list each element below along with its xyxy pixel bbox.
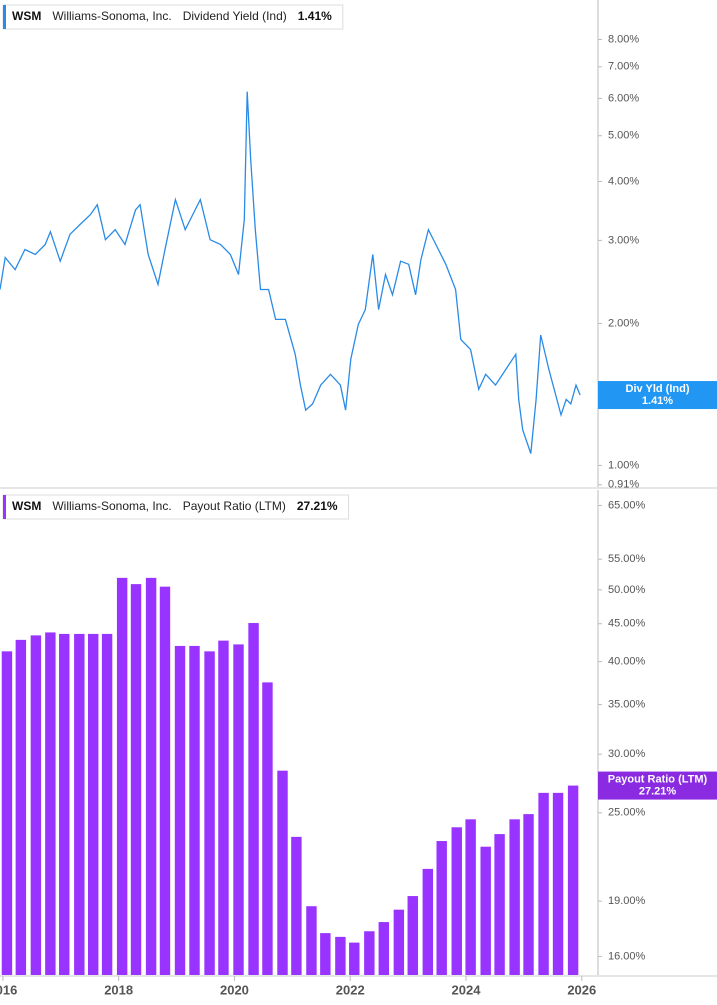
- legend-text: Williams-Sonoma, Inc.: [52, 9, 171, 23]
- bar: [509, 819, 520, 975]
- y-tick-label: 7.00%: [608, 61, 639, 73]
- bar: [335, 936, 346, 975]
- bar: [349, 942, 360, 975]
- bar: [30, 635, 42, 975]
- plot-area: [1, 577, 579, 975]
- bar: [567, 785, 579, 975]
- legend-text: Williams-Sonoma, Inc.: [52, 499, 171, 513]
- bar: [204, 651, 215, 975]
- y-tick-label: 3.00%: [608, 234, 639, 246]
- bar: [465, 819, 476, 975]
- data-line: [0, 91, 581, 454]
- y-tick-label: 8.00%: [608, 33, 639, 45]
- y-tick-label: 30.00%: [608, 748, 646, 760]
- y-tick-label: 40.00%: [608, 656, 646, 668]
- y-tick-label: 35.00%: [608, 698, 646, 710]
- bar: [189, 645, 200, 975]
- y-tick-label: 19.00%: [608, 895, 646, 907]
- legend-text: 27.21%: [297, 499, 338, 513]
- bar: [451, 827, 462, 975]
- bar: [407, 896, 418, 975]
- legend-text: Payout Ratio (LTM): [183, 499, 286, 513]
- bar: [422, 868, 434, 975]
- x-tick-label: 2018: [104, 982, 133, 997]
- x-tick-label: 2024: [452, 982, 482, 997]
- bar: [538, 792, 549, 975]
- legend-swatch: [3, 495, 6, 519]
- legend-text: Dividend Yield (Ind): [183, 9, 287, 23]
- bar: [45, 632, 56, 975]
- bar: [480, 846, 491, 975]
- y-tick-label: 16.00%: [608, 950, 646, 962]
- y-tick-label: 45.00%: [608, 618, 646, 630]
- y-tick-label: 55.00%: [608, 553, 646, 565]
- bar: [1, 651, 13, 975]
- y-tick-label: 2.00%: [608, 317, 639, 329]
- bar: [116, 577, 128, 975]
- bar: [393, 909, 405, 975]
- x-tick-label: 2020: [220, 982, 249, 997]
- bar: [378, 922, 390, 975]
- y-tick-label: 0.91%: [608, 479, 639, 491]
- legend-text: WSM: [12, 9, 41, 23]
- bar: [436, 841, 447, 975]
- legend-box: [2, 4, 344, 30]
- x-tick-label: 2026: [567, 982, 596, 997]
- y-tick-label: 65.00%: [608, 499, 646, 511]
- bar: [145, 577, 157, 975]
- plot-area: [0, 91, 581, 454]
- bar: [552, 792, 564, 975]
- y-tick-label: 25.00%: [608, 807, 646, 819]
- badge-name: Div Yld (Ind): [626, 383, 690, 395]
- bar: [159, 586, 171, 975]
- value-badge: [598, 381, 717, 410]
- bar: [277, 770, 288, 975]
- y-tick-label: 6.00%: [608, 92, 639, 104]
- x-tick-label: 2022: [336, 982, 365, 997]
- bar: [364, 931, 375, 975]
- bar: [262, 682, 273, 975]
- badge-name: Payout Ratio (LTM): [608, 773, 708, 785]
- value-badge: [598, 771, 717, 800]
- bar: [74, 633, 85, 975]
- legend-box: [2, 494, 350, 520]
- bar: [320, 933, 331, 975]
- bar: [248, 623, 259, 975]
- bar: [291, 836, 302, 975]
- bar: [523, 814, 534, 975]
- bar: [101, 633, 113, 975]
- y-tick-label: 1.00%: [608, 459, 639, 471]
- legend-swatch: [3, 5, 6, 29]
- bar: [15, 639, 27, 975]
- bar: [174, 645, 186, 975]
- bar: [306, 906, 317, 975]
- y-tick-label: 4.00%: [608, 175, 639, 187]
- badge-value: 1.41%: [642, 395, 673, 407]
- legend-text: 1.41%: [298, 9, 332, 23]
- bar: [59, 633, 70, 975]
- x-tick-label: 2016: [0, 982, 17, 997]
- badge-value: 27.21%: [639, 785, 677, 797]
- bar: [218, 640, 229, 975]
- bar: [494, 834, 505, 975]
- bar: [130, 584, 142, 975]
- y-tick-label: 50.00%: [608, 584, 646, 596]
- bar: [233, 644, 244, 975]
- bar: [87, 633, 99, 975]
- legend-text: WSM: [12, 499, 41, 513]
- y-tick-label: 5.00%: [608, 130, 639, 142]
